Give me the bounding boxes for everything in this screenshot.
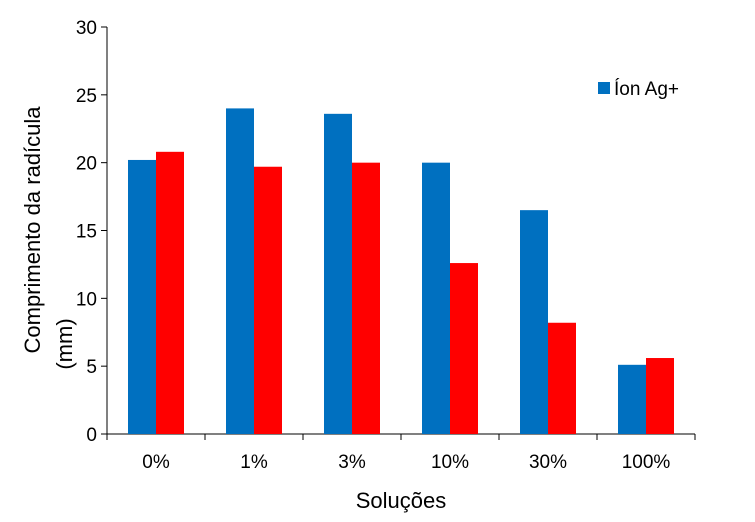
- y-tick-label: 30: [76, 18, 97, 39]
- x-tick-label: 10%: [431, 452, 469, 473]
- y-axis-title-line-1: Comprimento da radícula: [20, 106, 45, 354]
- x-tick-label: 30%: [529, 452, 567, 473]
- bar-series-2-2: [352, 162, 380, 434]
- y-tick-label: 0: [86, 425, 97, 446]
- y-axis-title-line-2: (mm): [52, 318, 77, 369]
- legend: Íon Ag+: [598, 79, 679, 100]
- y-tick-label: 20: [76, 154, 97, 175]
- bar-series-2-0: [156, 151, 184, 434]
- y-tick-label: 25: [76, 86, 97, 107]
- bars: [128, 108, 674, 435]
- bar-series-1-0: [128, 159, 156, 434]
- bar-series-2-4: [548, 322, 576, 434]
- bar-series-2-1: [254, 166, 282, 434]
- x-axis-title: Soluções: [356, 488, 447, 513]
- x-tick-label: 1%: [240, 452, 268, 473]
- bar-series-2-3: [450, 263, 478, 434]
- x-ticks: 0% 1% 3% 10% 30% 100%: [106, 434, 696, 473]
- bar-series-1-2: [324, 113, 352, 435]
- y-tick-label: 10: [76, 289, 97, 310]
- bar-series-2-5: [646, 358, 674, 434]
- y-tick-label: 5: [86, 357, 97, 378]
- legend-label-ion-ag: Íon Ag+: [614, 79, 679, 100]
- y-axis-title: Comprimento da radícula (mm): [20, 106, 77, 370]
- y-ticks: 0 5 10 15 20 25 30: [76, 18, 107, 446]
- bar-series-1-3: [422, 162, 450, 434]
- x-tick-label: 100%: [622, 452, 671, 473]
- x-tick-label: 0%: [142, 452, 170, 473]
- legend-swatch-ion-ag: [598, 82, 610, 94]
- x-tick-label: 3%: [338, 452, 366, 473]
- bar-series-1-1: [226, 108, 254, 435]
- bar-series-1-5: [618, 364, 646, 434]
- bar-series-1-4: [520, 210, 548, 434]
- y-tick-label: 15: [76, 222, 97, 243]
